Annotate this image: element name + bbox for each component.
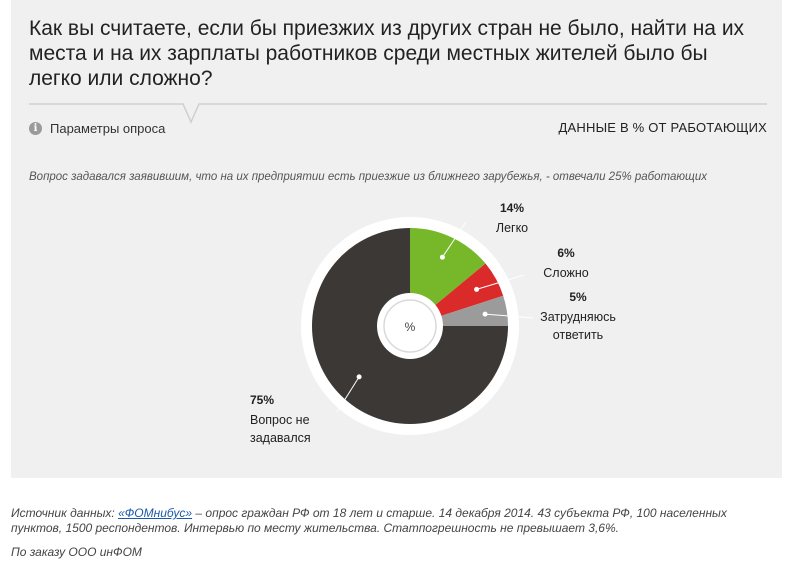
source-link[interactable]: «ФОМнибус» <box>118 506 193 520</box>
leader-line <box>476 274 525 290</box>
slice-category-label: Вопрос не <box>250 413 310 427</box>
pie-center-inner <box>383 299 437 353</box>
source-note: Источник данных: «ФОМнибус» – опрос граж… <box>11 506 771 536</box>
slice-value-label: 5% <box>569 290 587 304</box>
leader-line <box>336 376 360 413</box>
slice-category-label: задавался <box>250 431 311 445</box>
leader-dot <box>482 311 488 317</box>
leader-dot <box>356 374 362 380</box>
slice-category-label: Затрудняюсь <box>540 310 616 324</box>
info-icon: i <box>29 121 42 135</box>
slice-category-label: Сложно <box>543 266 589 280</box>
survey-params-label: Параметры опроса <box>50 120 166 136</box>
leader-line <box>441 221 467 258</box>
leader-dot <box>474 286 480 292</box>
source-prefix: Источник данных: <box>11 506 119 520</box>
source-text: – опрос граждан РФ от 18 лет и старше. 1… <box>11 506 727 535</box>
leader-line <box>485 313 534 319</box>
slice-value-label: 14% <box>500 201 524 215</box>
pie-chart: % 14% Легко 6% Сложно 5% Затрудняюсь ответить 7… <box>250 201 616 445</box>
slice-category-label: ответить <box>553 328 603 342</box>
units-label: ДАННЫЕ В % ОТ РАБОТАЮЩИХ <box>558 120 767 135</box>
slice-category-label: Легко <box>496 221 528 235</box>
title-divider <box>29 103 767 124</box>
page-title: Как вы считаете, если бы приезжих из дру… <box>29 17 745 90</box>
pie-center-label: % <box>405 320 416 334</box>
slice-value-label: 6% <box>557 246 575 260</box>
slice-value-label: 75% <box>250 393 274 407</box>
leader-dot <box>439 254 445 260</box>
chart-subtitle: Вопрос задавался заявившим, что на их пр… <box>29 171 707 183</box>
survey-params-toggle[interactable]: i Параметры опроса <box>29 119 165 137</box>
order-note: По заказу ООО инФОМ <box>11 545 142 559</box>
